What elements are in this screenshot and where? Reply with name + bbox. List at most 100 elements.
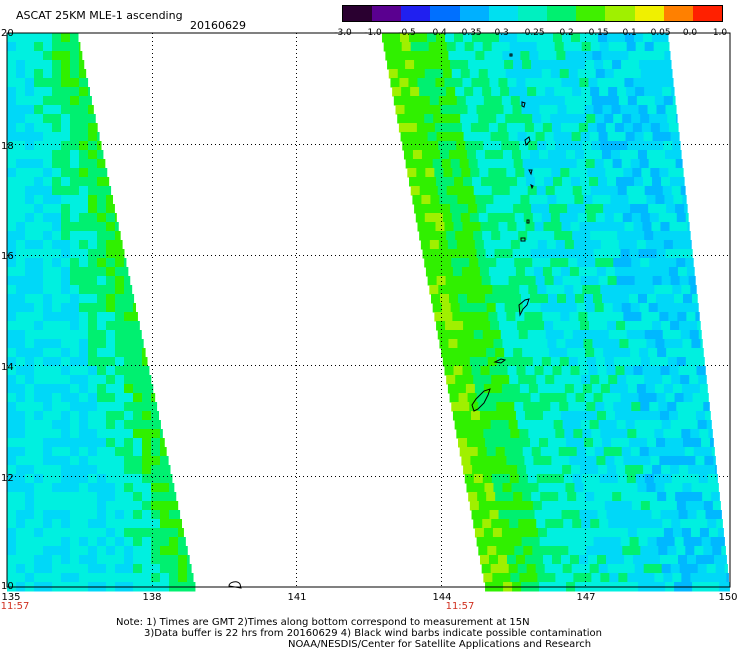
swath-cell	[25, 69, 35, 79]
swath-cell	[690, 429, 700, 439]
swath-cell	[115, 474, 125, 484]
swath-cell	[580, 420, 591, 430]
swath-cell	[514, 114, 524, 124]
swath-cell	[649, 213, 660, 223]
swath-cell	[490, 177, 500, 187]
swath-cell	[476, 249, 487, 259]
swath-cell	[115, 339, 125, 349]
swath-cell	[115, 213, 117, 223]
swath-cell	[436, 132, 447, 142]
swath-cell	[133, 447, 143, 457]
swath-cell	[187, 564, 192, 574]
swath-cell	[472, 465, 482, 475]
swath-cell	[25, 528, 35, 538]
swath-cell	[580, 465, 590, 475]
swath-cell	[622, 69, 633, 79]
swath-cell	[70, 564, 80, 574]
swath-cell	[620, 393, 631, 403]
swath-cell	[97, 465, 107, 475]
swath-cell	[7, 312, 17, 322]
swath-cell	[609, 429, 619, 439]
swath-cell	[690, 384, 701, 394]
swath-cell	[449, 393, 460, 403]
swath-cell	[34, 186, 44, 196]
swath-cell	[444, 366, 455, 376]
swath-cell	[710, 438, 714, 448]
swath-cell	[645, 240, 656, 250]
swath-cell	[481, 177, 491, 187]
swath-cell	[115, 393, 125, 403]
swath-cell	[463, 420, 474, 430]
swath-cell	[79, 123, 89, 133]
swath-cell	[457, 51, 467, 61]
swath-cell	[594, 204, 604, 214]
swath-cell	[495, 492, 505, 502]
swath-cell	[447, 141, 457, 151]
swath-cell	[43, 213, 53, 223]
swath-cell	[478, 213, 489, 223]
swath-cell	[61, 240, 71, 250]
swath-cell	[507, 366, 518, 376]
swath-cell	[88, 186, 98, 196]
swath-cell	[548, 438, 558, 448]
swath-cell	[670, 132, 680, 142]
swath-cell	[487, 357, 498, 367]
swath-cell	[503, 249, 514, 259]
swath-cell	[43, 501, 53, 511]
swath-cell	[495, 60, 505, 70]
swath-cell	[488, 411, 499, 421]
swath-cell	[52, 312, 62, 322]
swath-cell	[115, 330, 125, 340]
swath-cell	[623, 555, 634, 565]
swath-cell	[526, 177, 536, 187]
swath-cell	[499, 33, 509, 43]
swath-cell	[634, 564, 645, 574]
swath-cell	[34, 393, 44, 403]
swath-cell	[586, 501, 597, 511]
swath-cell	[574, 150, 585, 160]
swath-cell	[571, 564, 582, 574]
swath-cell	[70, 546, 80, 556]
swath-cell	[115, 303, 125, 313]
swath-cell	[426, 78, 436, 88]
swath-cell	[178, 510, 181, 520]
swath-cell	[577, 114, 587, 124]
swath-cell	[592, 150, 603, 160]
swath-cell	[596, 168, 606, 178]
swath-cell	[34, 303, 44, 313]
swath-cell	[97, 150, 104, 160]
swath-cell	[640, 114, 650, 124]
swath-cell	[454, 132, 465, 142]
swath-cell	[572, 519, 582, 529]
swath-cell	[16, 564, 26, 574]
swath-cell	[25, 294, 35, 304]
swath-cell	[629, 393, 640, 403]
swath-cell	[651, 510, 662, 520]
swath-cell	[672, 573, 682, 583]
swath-cell	[502, 195, 512, 205]
swath-cell	[459, 447, 470, 457]
swath-cell	[659, 456, 669, 466]
swath-cell	[463, 33, 473, 43]
swath-cell	[545, 375, 555, 385]
swath-cell	[493, 195, 503, 205]
swath-cell	[25, 366, 35, 376]
swath-cell	[106, 402, 116, 412]
swath-cell	[142, 393, 152, 403]
swath-cell	[459, 159, 470, 169]
swath-cell	[580, 177, 590, 187]
swath-cell	[625, 33, 635, 43]
swath-cell	[474, 96, 485, 106]
swath-cell	[479, 267, 490, 277]
swath-cell	[471, 366, 482, 376]
swath-cell	[497, 555, 508, 565]
swath-cell	[457, 195, 467, 205]
swath-cell	[508, 564, 519, 574]
swath-cell	[668, 168, 678, 178]
swath-cell	[7, 321, 17, 331]
swath-cell	[614, 168, 624, 178]
swath-cell	[526, 276, 537, 286]
swath-cell	[410, 186, 421, 196]
swath-cell	[7, 33, 17, 43]
swath-cell	[133, 402, 143, 412]
